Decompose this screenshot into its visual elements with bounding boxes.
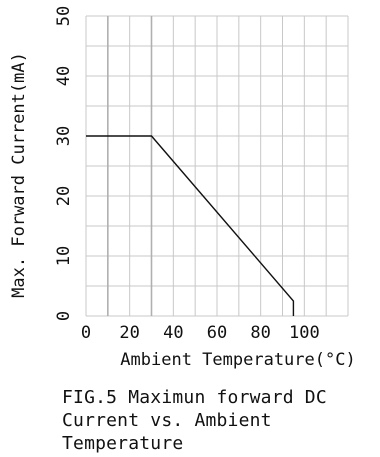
x-tick-label: 20	[119, 323, 139, 343]
y-tick-label: 50	[54, 6, 74, 26]
x-tick-labels: 0 20 40 60 80 100	[81, 323, 320, 343]
derating-chart: 0 10 20 30 40 50 0 20 40 60 80 100 Max. Forward Cu…	[9, 6, 356, 370]
derating-curve	[86, 135, 295, 316]
y-tick-label: 10	[54, 246, 74, 266]
x-tick-label: 0	[81, 323, 91, 343]
y-axis-label: Max. Forward Current(mA)	[9, 52, 29, 298]
y-tick-label: 20	[54, 186, 74, 206]
x-tick-label: 100	[289, 323, 320, 343]
series-group	[86, 135, 295, 316]
y-tick-label: 40	[54, 66, 74, 86]
y-tick-label: 30	[54, 126, 74, 146]
x-tick-label: 40	[163, 323, 183, 343]
y-tick-label: 0	[54, 311, 74, 321]
x-tick-label: 80	[250, 323, 270, 343]
x-axis-label: Ambient Temperature(°C)	[120, 350, 355, 370]
figure-caption: FIG.5 Maximun forward DC Current vs. Amb…	[62, 387, 327, 454]
y-tick-labels: 0 10 20 30 40 50	[54, 6, 74, 321]
x-tick-label: 60	[207, 323, 227, 343]
grid-lines	[85, 15, 349, 317]
